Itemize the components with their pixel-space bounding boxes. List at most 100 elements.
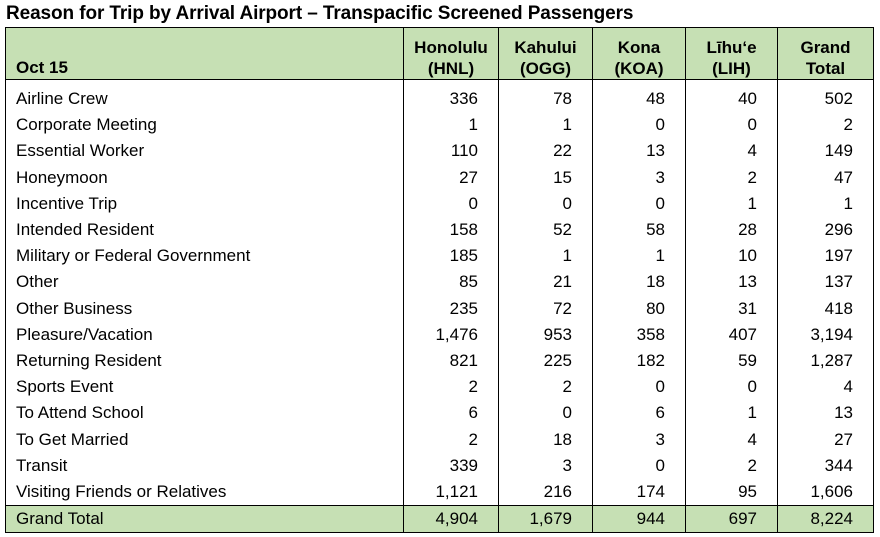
reason-for-trip-table: Oct 15 Honolulu (HNL) Kahului (OGG) Kona… [5,27,874,533]
table-cell: 48 [592,79,686,113]
table-cell: 18 [592,269,686,296]
table-cell: 358 [592,321,686,348]
table-cell: 72 [498,295,593,322]
table-cell: 336 [403,79,499,113]
table-cell: 1,679 [498,505,593,533]
table-row: Other 85 21 18 13 137 [5,269,874,296]
table-cell: 344 [777,452,874,479]
table-row: Honeymoon 27 15 3 2 47 [5,164,874,191]
table-cell: 0 [498,190,593,217]
table-cell: 4 [777,374,874,401]
table-cell: 110 [403,138,499,165]
table-cell: 1 [592,243,686,270]
table-cell: 13 [777,400,874,427]
table-cell: 3 [498,452,593,479]
header-honolulu: Honolulu (HNL) [403,27,499,80]
table-row: Corporate Meeting 1 1 0 0 2 [5,112,874,139]
table-cell: 2 [685,452,778,479]
table-cell: 1,606 [777,478,874,506]
row-label: Intended Resident [5,216,404,244]
table-cell: 339 [403,452,499,479]
table-cell: 0 [592,190,686,217]
table-cell: 0 [592,374,686,401]
table-cell: 85 [403,269,499,296]
table-cell: 40 [685,79,778,113]
table-cell: 1,287 [777,347,874,375]
row-label: Returning Resident [5,347,404,375]
header-line1: Honolulu [414,38,488,57]
header-line2: Total [805,59,846,78]
row-label: Transit [5,452,404,479]
header-line2: (HNL) [427,59,475,78]
table-cell: 0 [685,112,778,139]
table-cell: 4 [685,138,778,165]
header-corner: Oct 15 [5,27,404,80]
table-cell: 197 [777,243,874,270]
table-cell: 0 [498,400,593,427]
row-label: Essential Worker [5,138,404,165]
row-label: Military or Federal Government [5,243,404,270]
table-cell: 28 [685,216,778,244]
table-cell: 1 [685,190,778,217]
table-footer: Grand Total 4,904 1,679 944 697 8,224 [5,505,874,533]
header-line1: Līhu‘e [706,38,757,57]
table-cell: 1 [685,400,778,427]
header-lihue: Līhu‘e (LIH) [685,27,778,80]
header-line2: (LIH) [712,59,751,78]
table-cell: 3 [592,426,686,453]
table-cell: 10 [685,243,778,270]
table-cell: 174 [592,478,686,506]
table-cell: 697 [685,505,778,533]
header-line2: (KOA) [614,59,664,78]
table-cell: 27 [777,426,874,453]
table-cell: 502 [777,79,874,113]
header-line2: (OGG) [520,59,571,78]
table-cell: 4 [685,426,778,453]
header-kahului: Kahului (OGG) [498,27,593,80]
table-cell: 78 [498,79,593,113]
row-label: Other [5,269,404,296]
table-cell: 8,224 [777,505,874,533]
row-label: To Get Married [5,426,404,453]
table-cell: 6 [403,400,499,427]
table-header: Oct 15 Honolulu (HNL) Kahului (OGG) Kona… [5,27,874,80]
table-cell: 953 [498,321,593,348]
table-cell: 27 [403,164,499,191]
table-cell: 1,121 [403,478,499,506]
table-cell: 0 [403,190,499,217]
table-row: Returning Resident 821 225 182 59 1,287 [5,347,874,375]
table-row: To Attend School 6 0 6 1 13 [5,400,874,427]
table-cell: 0 [685,374,778,401]
header-line1: Kahului [514,38,577,57]
table-row: Visiting Friends or Relatives 1,121 216 174… [5,478,874,506]
table-cell: 821 [403,347,499,375]
table-cell: 235 [403,295,499,322]
table-cell: 52 [498,216,593,244]
header-row: Oct 15 Honolulu (HNL) Kahului (OGG) Kona… [5,27,874,80]
table-cell: 296 [777,216,874,244]
table-row: Airline Crew 336 78 48 40 502 [5,79,874,113]
table-cell: 0 [592,112,686,139]
table-cell: 47 [777,164,874,191]
row-label: Honeymoon [5,164,404,191]
table-cell: 2 [403,374,499,401]
table-row: Sports Event 2 2 0 0 4 [5,374,874,401]
table-cell: 59 [685,347,778,375]
table-cell: 80 [592,295,686,322]
table-cell: 944 [592,505,686,533]
table-cell: 58 [592,216,686,244]
table-row: To Get Married 2 18 3 4 27 [5,426,874,453]
table-cell: 13 [685,269,778,296]
table-cell: 407 [685,321,778,348]
table-cell: 18 [498,426,593,453]
table-cell: 2 [777,112,874,139]
row-label: Other Business [5,295,404,322]
table-cell: 3 [592,164,686,191]
table-row: Pleasure/Vacation 1,476 953 358 407 3,194 [5,321,874,348]
table-cell: 225 [498,347,593,375]
table-cell: 2 [685,164,778,191]
row-label: Pleasure/Vacation [5,321,404,348]
table-cell: 4,904 [403,505,499,533]
table-title: Reason for Trip by Arrival Airport – Tra… [6,3,634,24]
row-label: To Attend School [5,400,404,427]
